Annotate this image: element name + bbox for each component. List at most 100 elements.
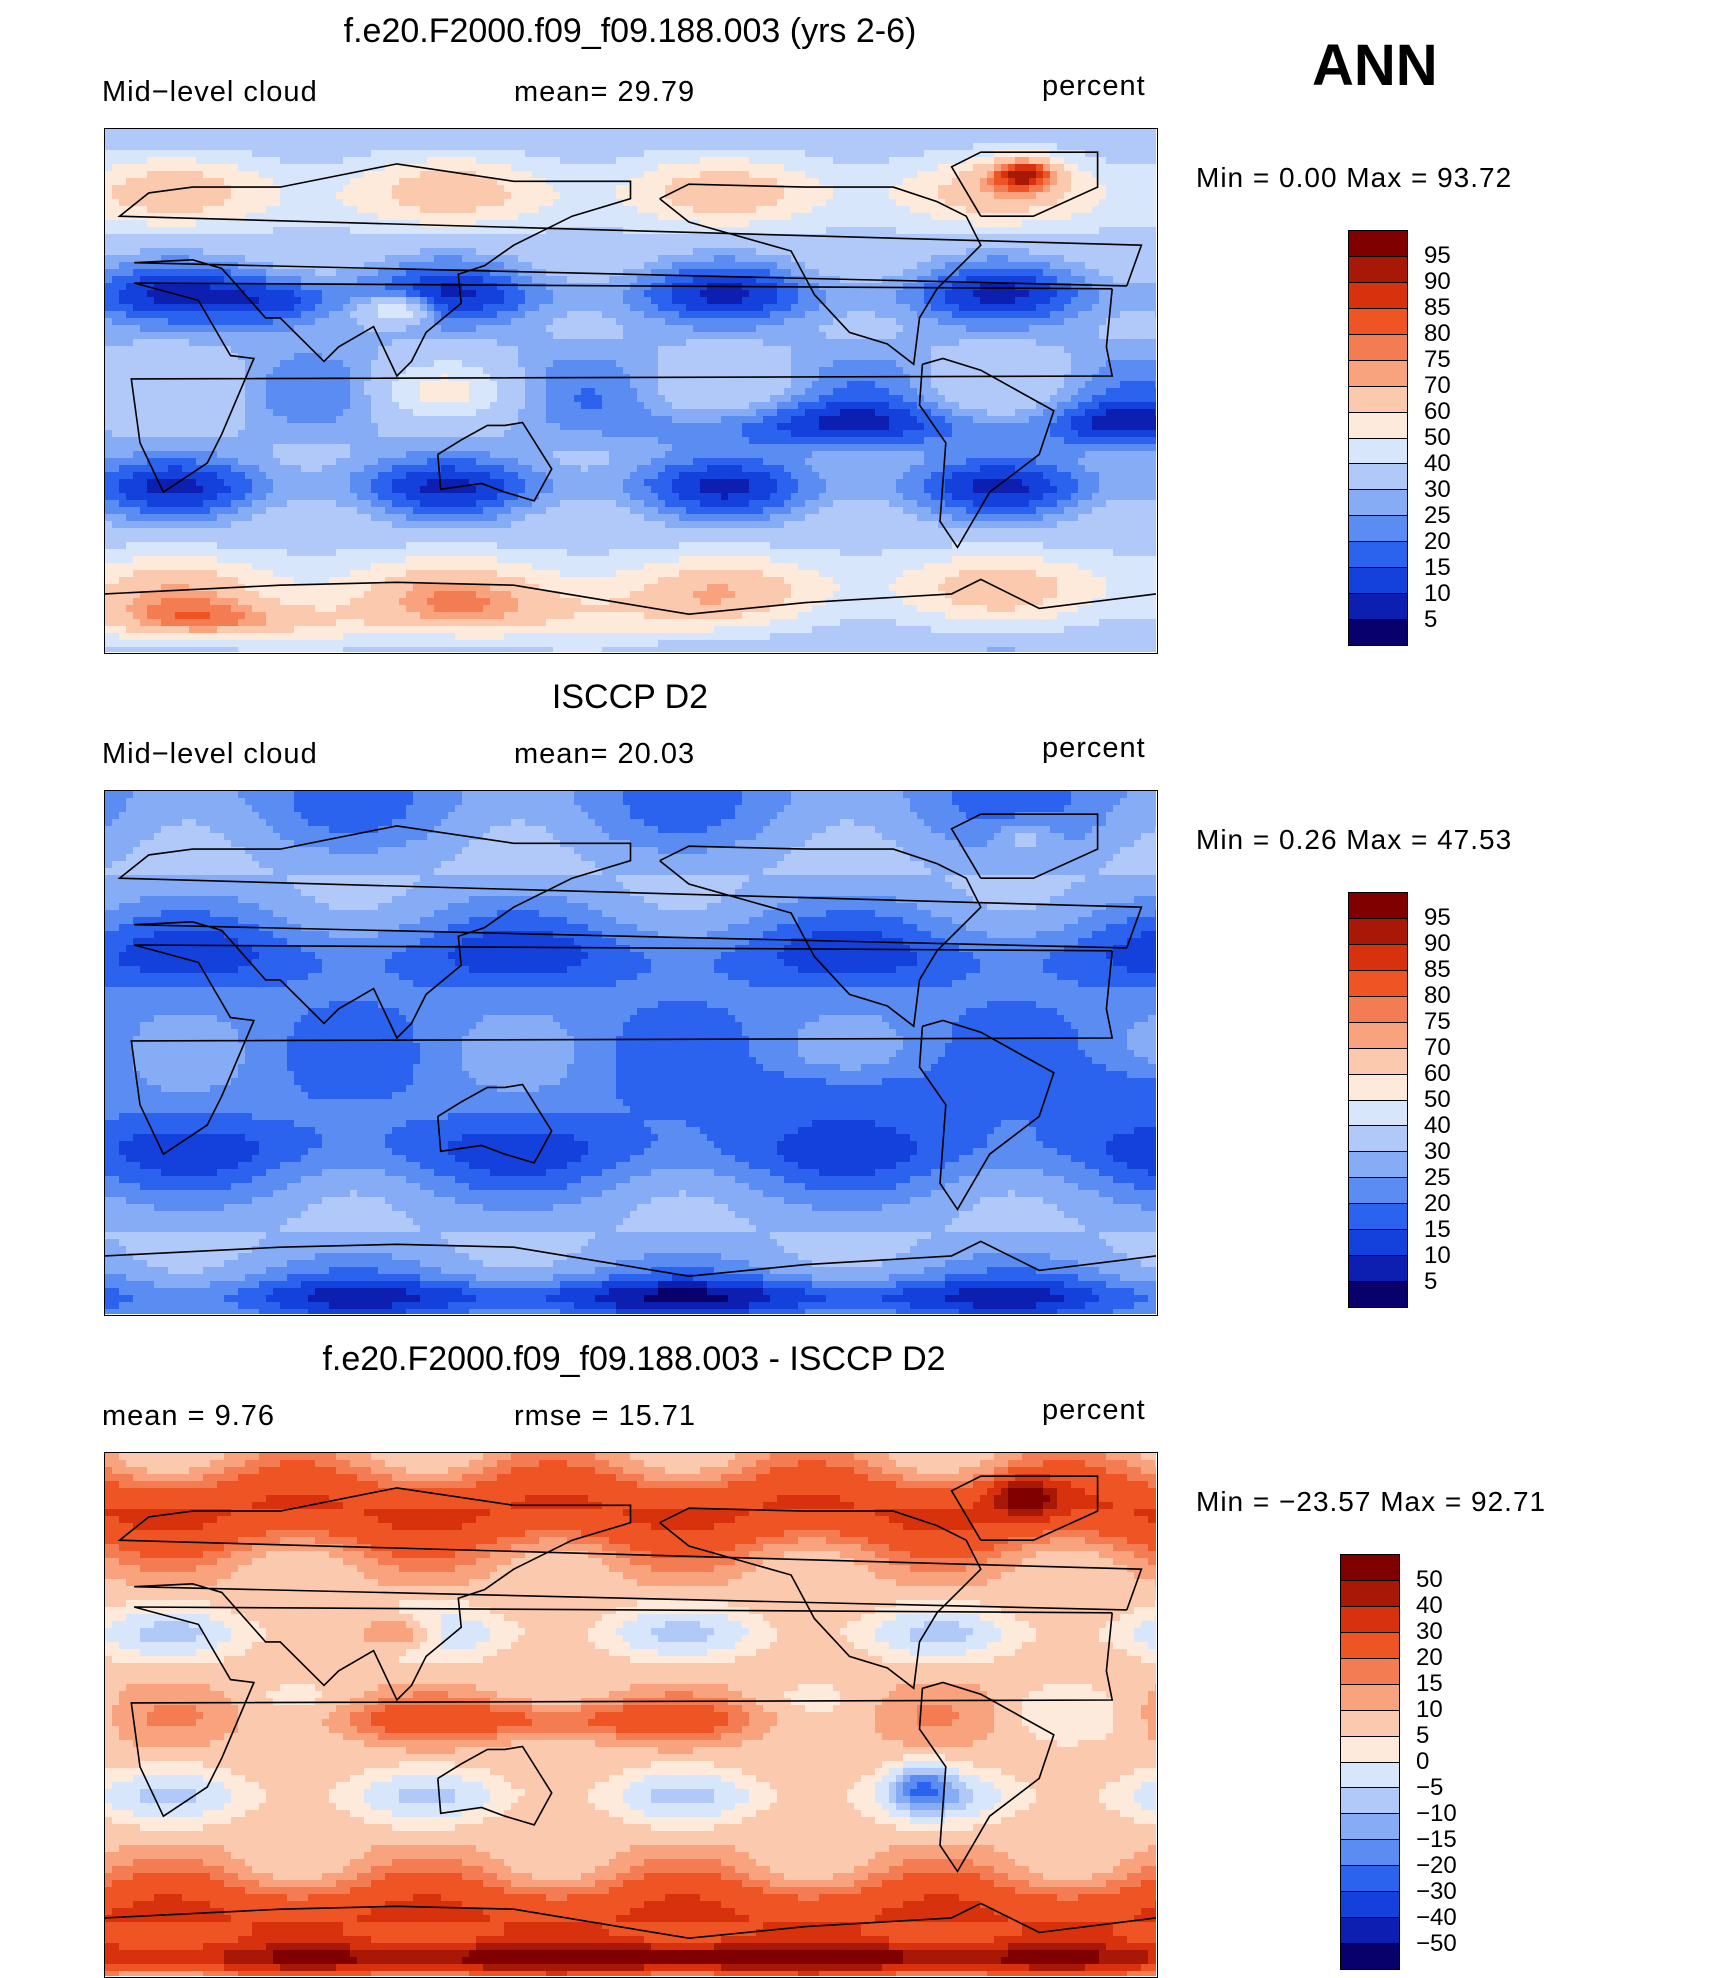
colorbar-box — [1349, 516, 1407, 542]
colorbar-label: 30 — [1424, 478, 1451, 502]
variable-label: Mid−level cloud — [102, 738, 318, 771]
colorbar-box — [1349, 335, 1407, 361]
colorbar-box — [1349, 1152, 1407, 1178]
colorbar-label: 50 — [1424, 1088, 1451, 1112]
colorbar-label: 15 — [1424, 1218, 1451, 1242]
colorbar-label: 30 — [1424, 1140, 1451, 1164]
colorbar-label: 75 — [1424, 348, 1451, 372]
map-diff — [104, 1452, 1158, 1978]
colorbar-box — [1349, 1101, 1407, 1127]
colorbar-label: 25 — [1424, 1166, 1451, 1190]
colorbar-label: −15 — [1416, 1828, 1457, 1852]
colorbar-box — [1349, 413, 1407, 439]
colorbar-box — [1341, 1737, 1399, 1763]
colorbar-label: −20 — [1416, 1854, 1457, 1878]
panel-title: f.e20.F2000.f09_f09.188.003 (yrs 2-6) — [344, 12, 917, 51]
colorbar-box — [1341, 1918, 1399, 1944]
colorbar-label: 10 — [1416, 1698, 1443, 1722]
colorbar-box — [1349, 1049, 1407, 1075]
colorbar-box — [1349, 309, 1407, 335]
colorbar-box — [1349, 1023, 1407, 1049]
colorbar-label: 40 — [1416, 1594, 1443, 1618]
colorbar-label: −40 — [1416, 1906, 1457, 1930]
mean-label: mean= 29.79 — [514, 76, 695, 109]
colorbar-box — [1349, 893, 1407, 919]
colorbar-label: 20 — [1416, 1646, 1443, 1670]
colorbar-box — [1341, 1788, 1399, 1814]
colorbar-label: 85 — [1424, 958, 1451, 982]
colorbar-box — [1349, 1126, 1407, 1152]
colorbar-box — [1349, 919, 1407, 945]
colorbar-label: 90 — [1424, 932, 1451, 956]
colorbar-box — [1341, 1814, 1399, 1840]
colorbar-box — [1349, 257, 1407, 283]
colorbar-label: 5 — [1424, 1270, 1437, 1294]
units-label: percent — [1042, 1394, 1146, 1427]
colorbar-label: 50 — [1416, 1568, 1443, 1592]
colorbar-box — [1349, 464, 1407, 490]
minmax-label: Min = −23.57 Max = 92.71 — [1196, 1486, 1546, 1518]
units-label: percent — [1042, 732, 1146, 765]
colorbar-label: 0 — [1416, 1750, 1429, 1774]
colorbar-box — [1341, 1659, 1399, 1685]
colorbar-box — [1349, 997, 1407, 1023]
map-model — [104, 128, 1158, 654]
colorbar-box — [1349, 1230, 1407, 1256]
colorbar-box — [1349, 1282, 1407, 1307]
colorbar-label: 75 — [1424, 1010, 1451, 1034]
colorbar-box — [1341, 1607, 1399, 1633]
colorbar-box — [1341, 1581, 1399, 1607]
colorbar-box — [1349, 1256, 1407, 1282]
colorbar-box — [1349, 283, 1407, 309]
units-label: percent — [1042, 70, 1146, 103]
colorbar-obs — [1348, 892, 1408, 1308]
colorbar-label: 90 — [1424, 270, 1451, 294]
colorbar-label: −30 — [1416, 1880, 1457, 1904]
colorbar-label: 95 — [1424, 244, 1451, 268]
colorbar-label: 10 — [1424, 1244, 1451, 1268]
season-label: ANN — [1312, 32, 1438, 99]
colorbar-box — [1349, 971, 1407, 997]
colorbar-label: 10 — [1424, 582, 1451, 606]
map-obs — [104, 790, 1158, 1316]
colorbar-label: 60 — [1424, 1062, 1451, 1086]
colorbar-label: 70 — [1424, 374, 1451, 398]
colorbar-label: 85 — [1424, 296, 1451, 320]
panel-title: f.e20.F2000.f09_f09.188.003 - ISCCP D2 — [322, 1340, 945, 1379]
colorbar-label: 40 — [1424, 1114, 1451, 1138]
colorbar-box — [1341, 1840, 1399, 1866]
colorbar-box — [1349, 387, 1407, 413]
colorbar-box — [1341, 1633, 1399, 1659]
colorbar-box — [1341, 1944, 1399, 1969]
colorbar-box — [1349, 945, 1407, 971]
colorbar-box — [1349, 1204, 1407, 1230]
colorbar-box — [1341, 1685, 1399, 1711]
colorbar-box — [1349, 490, 1407, 516]
colorbar-label: 25 — [1424, 504, 1451, 528]
colorbar-box — [1349, 594, 1407, 620]
colorbar-box — [1341, 1866, 1399, 1892]
colorbar-box — [1349, 361, 1407, 387]
colorbar-label: 20 — [1424, 1192, 1451, 1216]
colorbar-label: −10 — [1416, 1802, 1457, 1826]
colorbar-label: 80 — [1424, 322, 1451, 346]
map-obs-svg — [105, 791, 1156, 1314]
colorbar-label: 15 — [1416, 1672, 1443, 1696]
colorbar-label: 30 — [1416, 1620, 1443, 1644]
colorbar-box — [1349, 568, 1407, 594]
colorbar-label: 70 — [1424, 1036, 1451, 1060]
minmax-label: Min = 0.00 Max = 93.72 — [1196, 162, 1512, 194]
colorbar-box — [1349, 231, 1407, 257]
colorbar-box — [1349, 542, 1407, 568]
colorbar-label: 5 — [1416, 1724, 1429, 1748]
colorbar-label: 5 — [1424, 608, 1437, 632]
map-model-svg — [105, 129, 1156, 652]
variable-label: Mid−level cloud — [102, 76, 318, 109]
colorbar-label: 50 — [1424, 426, 1451, 450]
colorbar-label: 20 — [1424, 530, 1451, 554]
colorbar-box — [1341, 1555, 1399, 1581]
colorbar-box — [1341, 1711, 1399, 1737]
colorbar-box — [1349, 620, 1407, 645]
colorbar-label: 15 — [1424, 556, 1451, 580]
colorbar-box — [1349, 1075, 1407, 1101]
